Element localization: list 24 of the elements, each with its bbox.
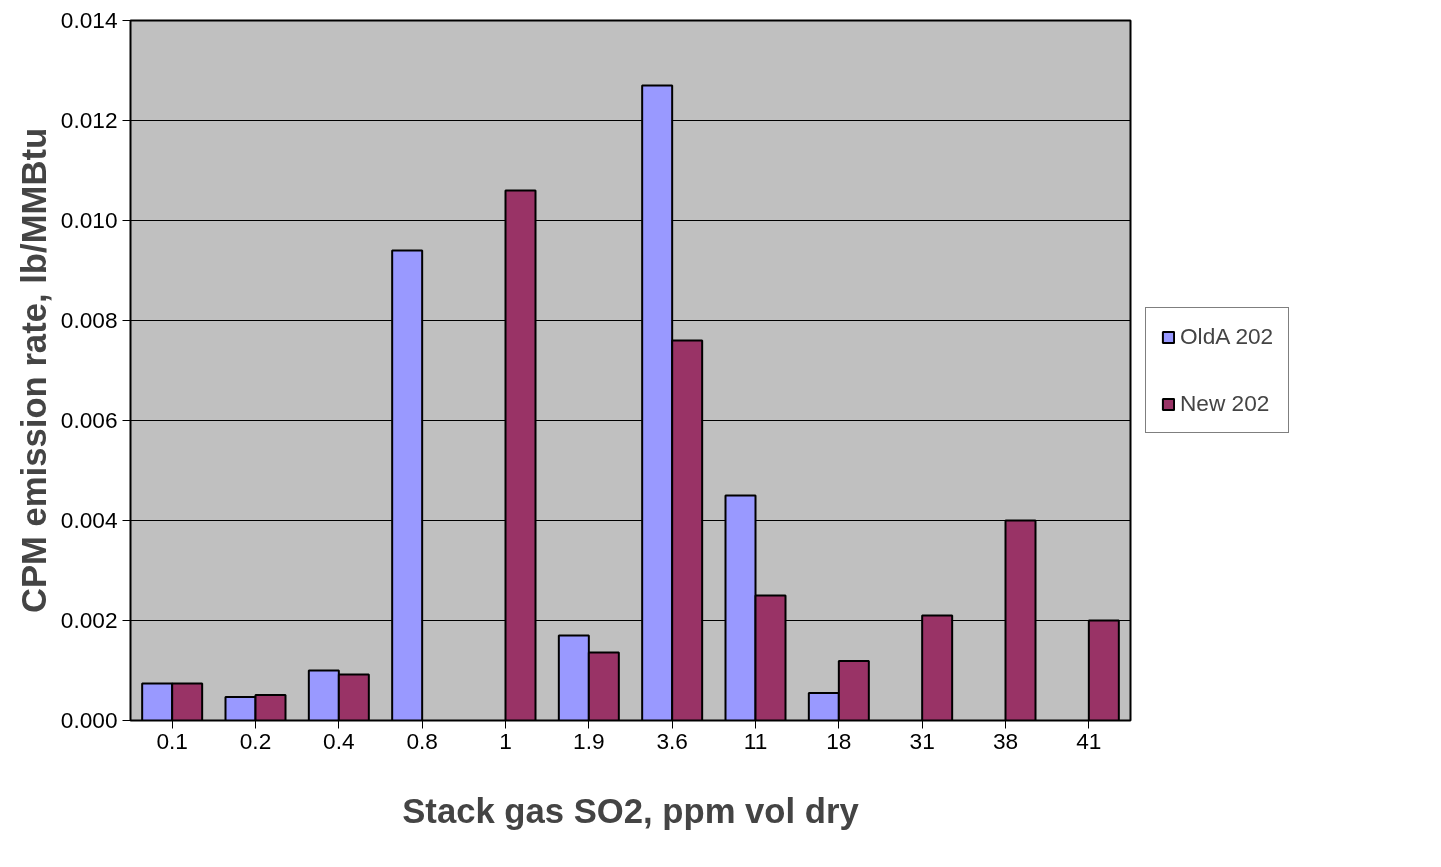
- x-axis-title: Stack gas SO2, ppm vol dry: [402, 791, 860, 830]
- x-tick-label: 0.4: [323, 727, 355, 754]
- x-tick-label: 11: [743, 727, 768, 754]
- y-tick-label: 0.014: [60, 7, 118, 33]
- x-tick-label: 31: [909, 727, 935, 754]
- y-tick-label: 0.004: [60, 507, 118, 533]
- x-tick-label: 1.9: [573, 727, 605, 754]
- x-tick-label: 0.1: [156, 727, 188, 754]
- y-tick-label: 0.008: [60, 307, 118, 333]
- y-tick-label: 0.010: [60, 207, 118, 233]
- y-tick-label: 0.002: [60, 607, 118, 633]
- x-tick-label: 38: [992, 727, 1019, 754]
- x-tick-label: 0.8: [406, 727, 438, 754]
- y-tick-label: 0.000: [60, 707, 118, 733]
- x-tick-label: 3.6: [656, 727, 688, 754]
- y-tick-label: 0.012: [60, 107, 118, 133]
- y-axis-title: CPM emission rate, lb/MMBtu: [14, 127, 53, 614]
- x-tick-label: 0.2: [239, 727, 272, 754]
- y-tick-label: 0.006: [60, 407, 118, 433]
- legend-label: New 202: [1180, 390, 1270, 417]
- legend-label: OldA 202: [1180, 323, 1274, 350]
- x-tick-label: 18: [826, 727, 852, 754]
- x-tick-label: 41: [1076, 727, 1102, 754]
- x-tick-label: 1: [499, 727, 512, 754]
